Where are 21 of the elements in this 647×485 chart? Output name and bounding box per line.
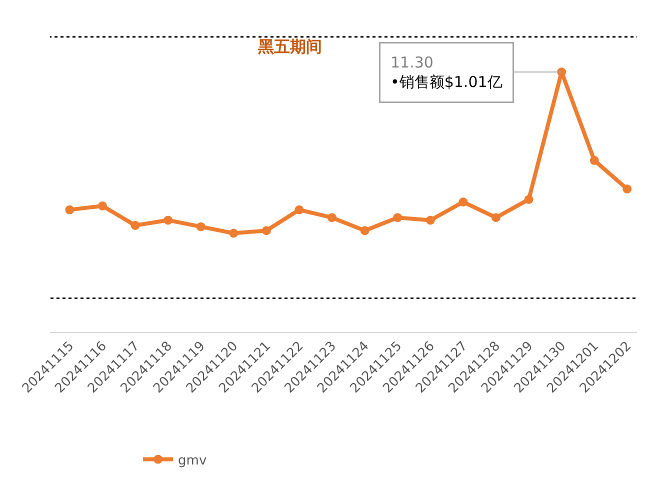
point: [590, 156, 599, 165]
point: [524, 194, 534, 204]
point: [294, 205, 304, 214]
point: [393, 213, 402, 222]
annotation: 11.30 •销售额$1.01亿: [390, 54, 502, 91]
band-label: 黑五期间: [257, 37, 322, 56]
point: [164, 216, 173, 225]
point: [557, 68, 566, 76]
point: [229, 228, 238, 238]
point: [360, 226, 370, 236]
point: [130, 220, 140, 230]
legend-label: gmv: [178, 453, 207, 468]
point: [458, 198, 468, 206]
point: [426, 216, 435, 225]
point: [65, 205, 74, 214]
point: [196, 222, 206, 232]
point: [262, 226, 271, 236]
point: [98, 201, 107, 210]
point: [491, 213, 500, 222]
point: [622, 184, 632, 194]
point: [328, 213, 337, 222]
